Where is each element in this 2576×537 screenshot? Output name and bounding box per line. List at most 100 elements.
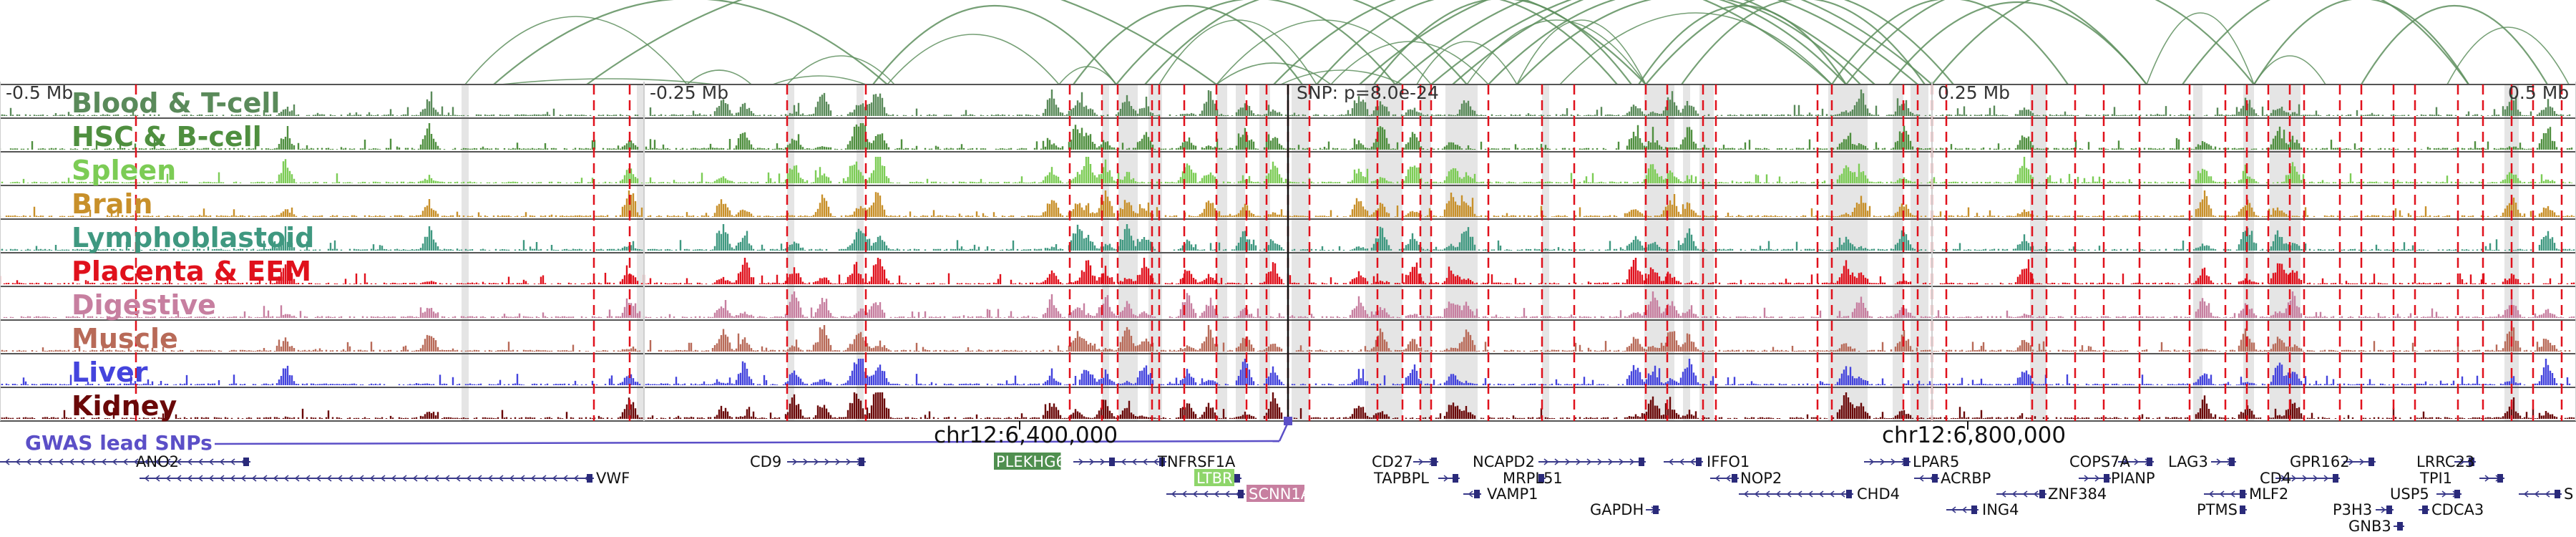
- loop-arc: [1273, 0, 1646, 85]
- signal-track: [3, 291, 2575, 318]
- gene-strand-chevron-icon: [2001, 490, 2039, 498]
- gene-label: CD4: [2260, 470, 2291, 487]
- loop-arc: [1359, 0, 1833, 85]
- loop-arc: [686, 69, 752, 85]
- scale-label: -0.5 Mb: [6, 82, 73, 103]
- track-label: Digestive: [72, 289, 216, 321]
- gene-strand-chevron-icon: [1121, 458, 1158, 465]
- gene-exon: [2240, 490, 2245, 498]
- gene-label: SCNN1A: [1249, 485, 1312, 503]
- gene-exon: [1932, 474, 1938, 483]
- gwas-connector-elbow: [1278, 422, 1289, 442]
- loop-arc: [1466, 19, 1646, 85]
- loop-arc: [500, 78, 716, 85]
- loop-arc: [1681, 0, 1926, 85]
- gene-exon: [2240, 505, 2245, 514]
- loop-arc: [586, 0, 1217, 85]
- red-dashed-markers: [135, 84, 2563, 421]
- loop-arc: [1488, 0, 1847, 85]
- loop-arc: [1416, 41, 1518, 85]
- gwas-lead-snps: GWAS lead SNPs: [25, 417, 1292, 455]
- gene-exon: [1538, 474, 1544, 483]
- gene-strand-chevron-icon: [1543, 458, 1646, 465]
- track-label: Spleen: [72, 155, 176, 186]
- gene-exon: [1971, 505, 1977, 514]
- scale-label: 0.25 Mb: [1938, 82, 2010, 103]
- loop-arc: [1559, 12, 1833, 85]
- loop-arc: [2182, 0, 2469, 85]
- gene-label: ING4: [1982, 501, 2019, 518]
- gene-label: NCAPD2: [1473, 453, 1535, 470]
- gene-label: TPI1: [2419, 470, 2452, 487]
- gene-strand-chevron-icon: [2208, 490, 2246, 498]
- gene-exon: [2397, 522, 2403, 531]
- loop-arc: [1888, 1, 2147, 85]
- signal-track: [0, 90, 2571, 116]
- gene-label: USP5: [2390, 485, 2429, 503]
- gene-label: NOP2: [1740, 470, 1782, 487]
- loop-arc: [1216, 19, 1432, 85]
- gwas-label: GWAS lead SNPs: [25, 431, 213, 455]
- loop-arc: [1645, 0, 1954, 85]
- track-label: Blood & T-cell: [72, 87, 280, 119]
- gene-exon: [2368, 458, 2374, 466]
- gene-strand-chevron-icon: [144, 475, 590, 482]
- gene-exon: [859, 458, 864, 466]
- loop-arc: [2146, 12, 2255, 85]
- gene-exon: [2104, 474, 2109, 483]
- loop-arc: [1158, 19, 1317, 85]
- loop-arc: [1058, 66, 1117, 85]
- gene-label: GNB3: [2348, 518, 2391, 535]
- gene-label: CD27: [1372, 453, 1413, 470]
- gene-label-highlight: [994, 453, 1061, 470]
- track-label: Liver: [72, 357, 148, 388]
- gene-label: MRPL51: [1503, 470, 1563, 487]
- gwas-connector-line: [214, 440, 1280, 445]
- gene-label-highlight: [1194, 469, 1234, 486]
- gene-exon: [1696, 458, 1702, 466]
- track-label: Lymphoblastoid: [72, 222, 314, 253]
- loop-arc: [772, 75, 867, 85]
- gene-exon: [1109, 458, 1115, 466]
- loop-arc: [2361, 5, 2548, 85]
- track-label: HSC & B-cell: [72, 121, 262, 153]
- gene-exon: [1238, 490, 1244, 498]
- loop-arc: [464, 16, 688, 85]
- gene-exon: [2147, 458, 2152, 466]
- gene-exon: [1431, 458, 1437, 466]
- gwas-snp-marker-icon: [1284, 417, 1292, 425]
- loop-arc: [1373, 0, 1632, 85]
- scale-label: -0.25 Mb: [650, 82, 728, 103]
- gene-label: VAMP1: [1487, 485, 1538, 503]
- gene-exon: [2497, 474, 2503, 483]
- gene-label: MLF2: [2249, 485, 2288, 503]
- track-label: Brain: [72, 188, 152, 220]
- loop-arc: [1330, 41, 1489, 85]
- loop-arc: [1144, 0, 1468, 85]
- signal-track: [0, 258, 2575, 284]
- gene-label: ZNF384: [2048, 485, 2107, 503]
- gene-exon: [1639, 458, 1644, 466]
- loop-arc: [1216, 62, 1332, 85]
- signal-track: [0, 325, 2571, 352]
- gene-exon: [1903, 458, 1909, 466]
- gene-label: P3H3: [2333, 501, 2372, 518]
- gene-exon: [1653, 505, 1659, 514]
- track-label: Kidney: [72, 390, 177, 422]
- gene-exon: [2333, 474, 2338, 483]
- signal-track: [0, 224, 2575, 251]
- signal-track: [0, 190, 2575, 217]
- loop-arc: [1316, 0, 1618, 85]
- coordinate-label: chr12:6,800,000: [1882, 422, 2066, 448]
- gene-strand-chevron-icon: [1171, 490, 1241, 498]
- signal-track: [1, 157, 2573, 183]
- gene-exon: [2039, 490, 2045, 498]
- signal-tracks: [0, 90, 2575, 419]
- chromatin-loop-arcs: [464, 0, 2570, 85]
- gene-strand-chevron-icon: [4, 458, 246, 465]
- track-label: Muscle: [72, 323, 178, 354]
- loop-arc: [1931, 0, 2255, 85]
- gene-strand-chevron-icon: [1743, 490, 1845, 498]
- loop-arc: [1395, 0, 1875, 85]
- loop-arc: [1280, 69, 1403, 85]
